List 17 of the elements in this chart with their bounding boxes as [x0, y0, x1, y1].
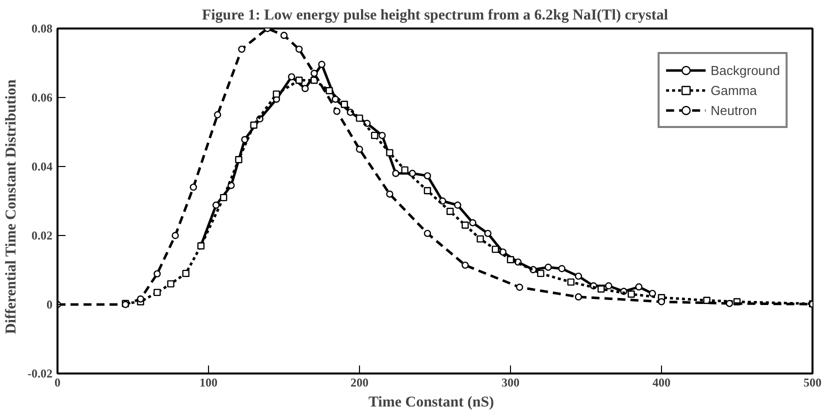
x-tick-label: 200	[350, 376, 368, 390]
legend-label: Background	[710, 62, 780, 78]
x-tick-label: 300	[502, 376, 520, 390]
y-tick-label: 0.02	[32, 228, 52, 242]
y-tick-label: 0.08	[32, 22, 52, 36]
legend-label: Gamma	[710, 82, 757, 98]
y-tick-label: -0.02	[28, 366, 53, 380]
y-axis-title: Differential Time Constant Distribution	[4, 78, 20, 334]
y-tick-label: 0.04	[32, 160, 52, 174]
x-tick-label: 100	[200, 376, 218, 390]
legend-label: Neutron	[710, 102, 757, 118]
y-tick-label: 0.06	[32, 90, 52, 104]
x-tick-label: 500	[804, 376, 822, 390]
chart-title: Figure 1: Low energy pulse height spectrum from a 6.2kg NaI(Tl) crystal	[202, 8, 668, 24]
y-tick-label: 0	[46, 298, 52, 312]
x-tick-label: 400	[652, 376, 670, 390]
x-axis-title: Time Constant (nS)	[368, 394, 494, 410]
